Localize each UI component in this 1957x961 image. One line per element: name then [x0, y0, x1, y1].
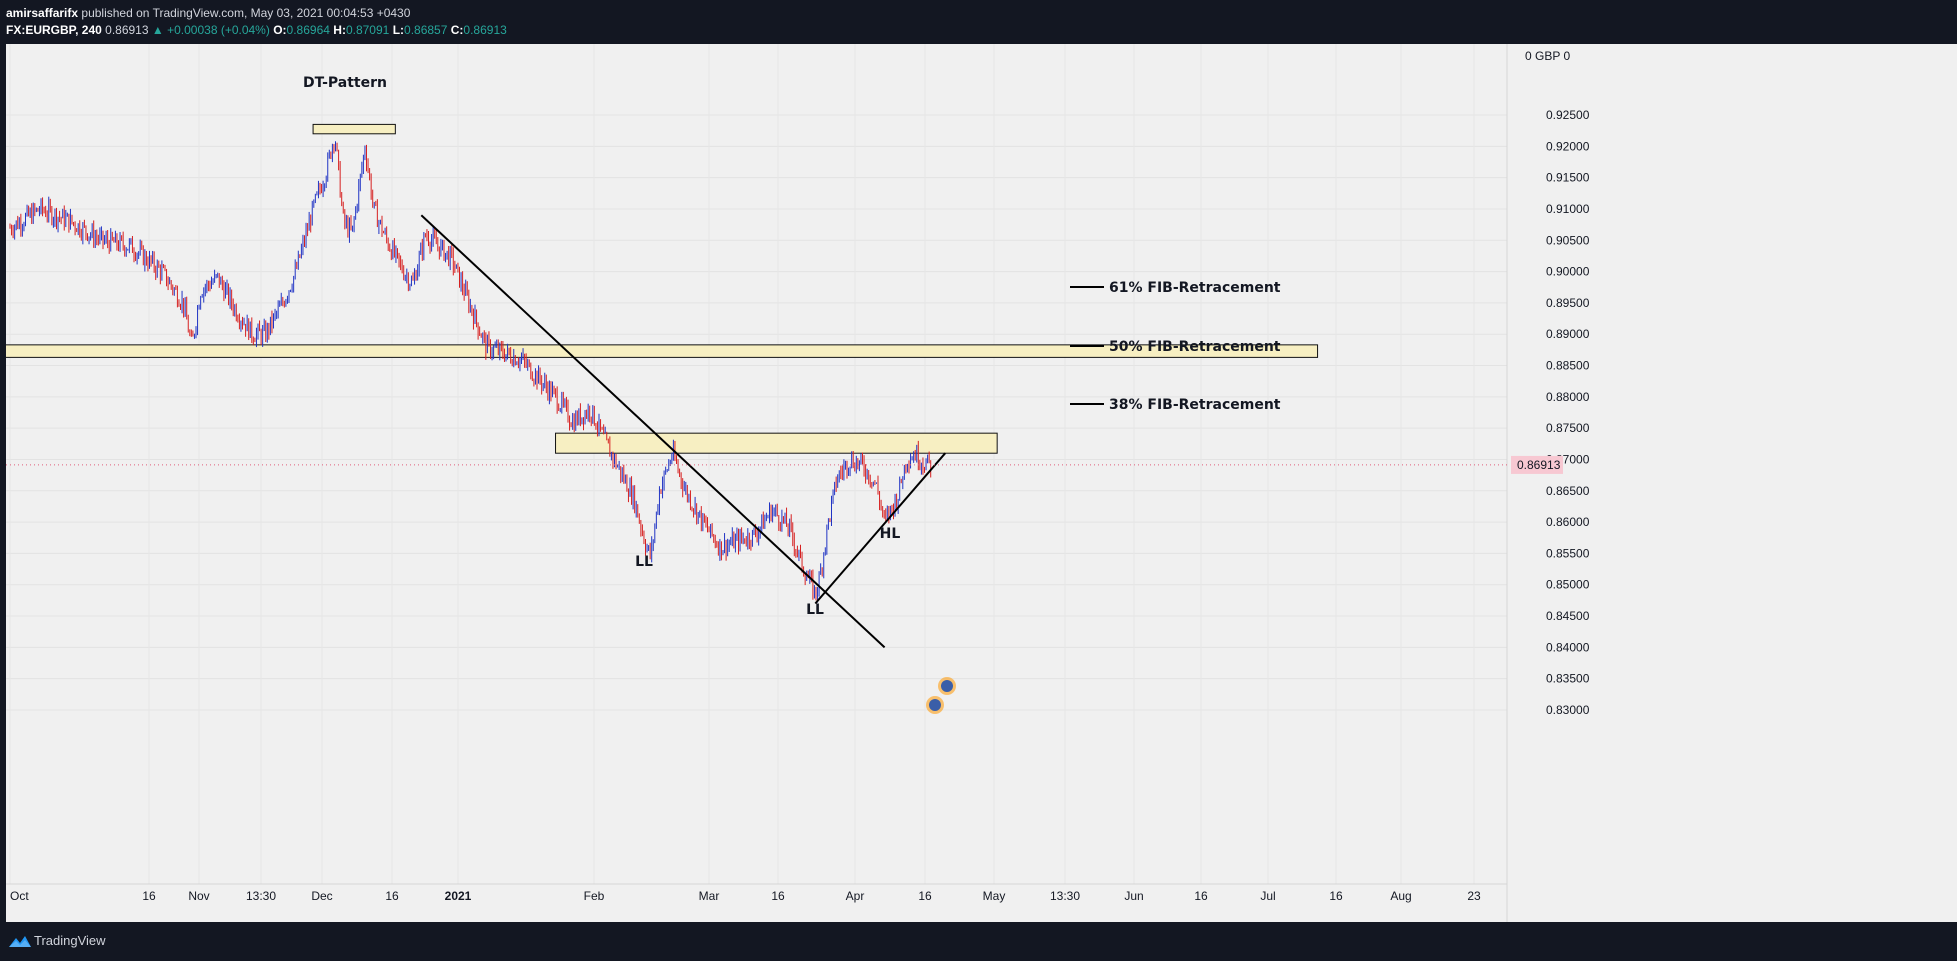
time-tick-label: 16	[771, 889, 785, 903]
chart-area[interactable]: 61% FIB-Retracement 50% FIB-Retracement 38…	[6, 44, 1957, 922]
time-axis: Oct 16 Nov 13:30 Dec 16 2021 Feb Mar 16 Apr 16 May 13…	[6, 883, 1507, 903]
fib61-label: 61% FIB-Retracement	[1109, 280, 1281, 296]
time-tick-label: 16	[142, 889, 156, 903]
price-tick-label: 0.89000	[1546, 327, 1590, 341]
high-value: 0.87091	[345, 23, 390, 37]
tradingview-logo-icon[interactable]	[8, 933, 32, 949]
dt-zone	[312, 123, 396, 135]
chart-grid	[6, 44, 1507, 884]
price-tick-label: 0.92500	[1546, 108, 1590, 122]
price-tick-label: 0.83500	[1546, 672, 1590, 686]
chart-zones	[6, 123, 1319, 454]
low-label: L:	[392, 23, 405, 37]
close-label: C:	[450, 23, 464, 37]
fib38-label: 38% FIB-Retracement	[1109, 397, 1281, 413]
descending-trendline	[420, 214, 886, 649]
time-tick-label: 13:30	[1050, 889, 1080, 903]
open-label: O:	[273, 23, 287, 37]
symbol-legend: FX:EURGBP, 240 0.86913 ▲ +0.00038 (+0.04…	[6, 23, 507, 37]
high-label: H:	[333, 23, 346, 37]
time-tick-label: 13:30	[246, 889, 276, 903]
chart-trendlines	[420, 214, 946, 649]
fib50-label: 50% FIB-Retracement	[1109, 339, 1281, 355]
tradingview-brand[interactable]: TradingView	[34, 933, 106, 948]
publish-text: published on TradingView.com, May 03, 20…	[81, 6, 411, 20]
price-tick-label: 0.88000	[1546, 390, 1590, 404]
ll1-label: LL	[635, 554, 653, 570]
time-tick-label: 23	[1467, 889, 1481, 903]
time-tick-label: 2021	[445, 889, 472, 903]
chart-header: amirsaffarifx published on TradingView.c…	[0, 0, 1957, 44]
open-value: 0.86964	[286, 23, 330, 37]
last-price-tag	[1511, 455, 1563, 474]
time-tick-label: 16	[1329, 889, 1343, 903]
price-tick-label: 0.89500	[1546, 296, 1590, 310]
price-tick-label: 0.86500	[1546, 484, 1590, 498]
time-tick-label: 16	[918, 889, 932, 903]
price-tick-label: 0.91000	[1546, 202, 1590, 216]
time-tick-label: 16	[1194, 889, 1208, 903]
publish-info: amirsaffarifx published on TradingView.c…	[6, 6, 410, 20]
ascending-trendline	[814, 452, 946, 605]
time-tick-label: Aug	[1390, 889, 1411, 903]
time-tick-label: Jun	[1124, 889, 1143, 903]
time-tick-label: Dec	[311, 889, 332, 903]
neckline-zone	[555, 432, 998, 454]
time-tick-label: 16	[385, 889, 399, 903]
price-tick-label: 0.88500	[1546, 359, 1590, 373]
time-tick-label: Jul	[1260, 889, 1275, 903]
price-tick-label: 0.92000	[1546, 139, 1590, 153]
price-tick-label: 0.91500	[1546, 171, 1590, 185]
symbol-label[interactable]: FX:EURGBP, 240	[6, 23, 102, 37]
change-value: ▲ +0.00038 (+0.04%)	[151, 23, 270, 37]
price-tick-label: 0.84500	[1546, 609, 1590, 623]
event-badges	[926, 677, 956, 714]
price-tick-label: 0.90000	[1546, 265, 1590, 279]
price-tick-label: 0.86000	[1546, 515, 1590, 529]
time-tick-label: Apr	[846, 889, 865, 903]
price-tick-label: 0.84000	[1546, 640, 1590, 654]
low-value: 0.86857	[404, 23, 448, 37]
hl-label: HL	[880, 526, 901, 542]
time-tick-label: Mar	[699, 889, 720, 903]
event-badge-icon	[929, 699, 941, 711]
currency-label: 0 GBP 0	[1525, 49, 1570, 63]
plot-background	[6, 44, 1507, 884]
dt-pattern-label: DT-Pattern	[303, 75, 387, 91]
support-resistance-zone	[6, 344, 1319, 358]
price-tick-label: 0.83000	[1546, 703, 1590, 717]
chart-annotations: 61% FIB-Retracement 50% FIB-Retracement 38…	[303, 75, 1281, 618]
price-chart[interactable]: 61% FIB-Retracement 50% FIB-Retracement 38…	[6, 44, 1957, 922]
event-badge-icon	[941, 680, 953, 692]
last-price: 0.86913	[105, 23, 149, 37]
time-tick-label: Oct	[10, 889, 29, 903]
price-tick-label: 0.87500	[1546, 421, 1590, 435]
price-axis: 0.92500 0.92000 0.91500 0.91000 0.90500 0.900…	[6, 44, 1957, 922]
close-value: 0.86913	[463, 23, 507, 37]
publisher-name[interactable]: amirsaffarifx	[6, 6, 79, 20]
time-tick-label: Feb	[584, 889, 605, 903]
price-tick-label: 0.85000	[1546, 578, 1590, 592]
time-tick-label: Nov	[188, 889, 209, 903]
footer-bar: TradingView	[0, 922, 1957, 961]
price-axis-background	[1507, 44, 1957, 922]
last-price-tag-label: 0.86913	[1517, 458, 1561, 472]
ll2-label: LL	[806, 602, 824, 618]
time-tick-label: May	[983, 889, 1006, 903]
price-tick-label: 0.90500	[1546, 233, 1590, 247]
price-tick-label: 0.85500	[1546, 546, 1590, 560]
